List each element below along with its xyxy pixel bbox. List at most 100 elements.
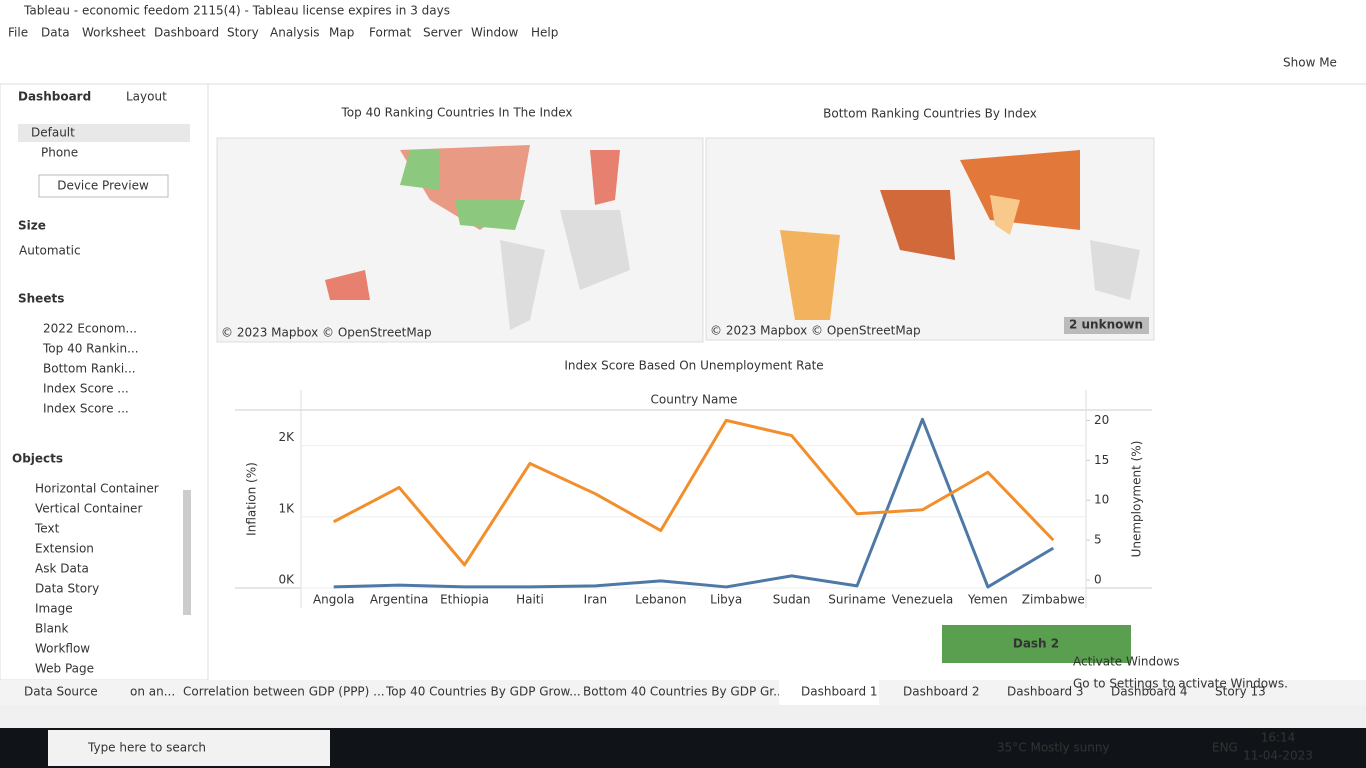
sheet[interactable]: Index Score ...: [43, 402, 129, 416]
menu-item[interactable]: Data: [41, 26, 70, 40]
search-box[interactable]: [48, 730, 330, 766]
object[interactable]: Data Story: [35, 582, 99, 596]
active-tab: [779, 680, 879, 705]
x-tick-label: Yemen: [967, 593, 1008, 607]
x-tick-label: Lebanon: [635, 593, 686, 607]
menu-item[interactable]: Window: [471, 26, 519, 40]
window-title: Tableau - economic feedom 2115(4) - Tabl…: [23, 4, 450, 18]
sheet-tab[interactable]: on an...: [130, 685, 175, 699]
menu-item[interactable]: Map: [329, 26, 354, 40]
menu-item[interactable]: Server: [423, 26, 462, 40]
panel-tab[interactable]: Layout: [126, 90, 167, 104]
size-value[interactable]: Automatic: [19, 244, 81, 258]
attribution: © 2023 Mapbox © OpenStreetMap: [710, 324, 921, 338]
y2-tick-label: 5: [1094, 533, 1102, 547]
object[interactable]: Web Page: [35, 662, 94, 676]
heading: Size: [18, 219, 46, 233]
x-tick-label: Zimbabwe: [1022, 593, 1085, 607]
y2-tick-label: 10: [1094, 493, 1109, 507]
menu-item[interactable]: Analysis: [270, 26, 319, 40]
y2-tick-label: 15: [1094, 453, 1109, 467]
menu-item[interactable]: File: [8, 26, 28, 40]
menu-item[interactable]: Dashboard: [154, 26, 219, 40]
selected-device: [18, 124, 190, 142]
status-bar: [0, 705, 1366, 728]
object[interactable]: Workflow: [35, 642, 90, 656]
y-tick-label: 2K: [278, 430, 295, 444]
sheet-tab[interactable]: Bottom 40 Countries By GDP Gr...: [583, 685, 785, 699]
map-right-land: [780, 150, 1140, 320]
sheet-tab[interactable]: Dashboard 1: [801, 685, 878, 699]
date: 11-04-2023: [1243, 749, 1313, 763]
weather[interactable]: 35°C Mostly sunny: [997, 741, 1110, 755]
menu-item[interactable]: Story: [227, 26, 259, 40]
object[interactable]: Vertical Container: [35, 502, 142, 516]
sheet-tab[interactable]: Data Source: [24, 685, 98, 699]
y-tick-label: 1K: [278, 501, 295, 515]
watermark: Go to Settings to activate Windows.: [1073, 677, 1288, 691]
x-tick-label: Argentina: [370, 593, 429, 607]
object[interactable]: Extension: [35, 542, 94, 556]
y2-tick-label: 0: [1094, 573, 1102, 587]
dash-button[interactable]: [942, 625, 1131, 663]
x-tick-label: Angola: [313, 593, 354, 607]
x-axis-title: Country Name: [651, 393, 738, 407]
object[interactable]: Text: [34, 522, 60, 536]
language: ENG: [1212, 741, 1238, 755]
menu-item[interactable]: Worksheet: [82, 26, 146, 40]
show-me[interactable]: Show Me: [1283, 56, 1337, 70]
device-preview[interactable]: Device Preview: [57, 179, 149, 193]
watermark: Activate Windows: [1073, 655, 1180, 669]
unknown-badge[interactable]: [1064, 317, 1149, 334]
sheet-tab[interactable]: Dashboard 2: [903, 685, 980, 699]
x-tick-label: Sudan: [773, 593, 811, 607]
menu-item[interactable]: Format: [369, 26, 412, 40]
heading: Objects: [12, 452, 63, 466]
y-axis-title: Inflation (%): [245, 462, 259, 536]
object[interactable]: Ask Data: [35, 562, 89, 576]
map-left-land: [325, 145, 630, 330]
sheet[interactable]: Bottom Ranki...: [43, 362, 136, 376]
sheet-tab[interactable]: Top 40 Countries By GDP Grow...: [385, 685, 581, 699]
x-tick-label: Iran: [584, 593, 607, 607]
object[interactable]: Blank: [35, 622, 69, 636]
device[interactable]: Phone: [41, 146, 78, 160]
chart-title: Index Score Based On Unemployment Rate: [564, 359, 823, 373]
device[interactable]: Default: [31, 126, 75, 140]
x-tick-label: Libya: [710, 593, 742, 607]
scrollbar[interactable]: [183, 490, 191, 615]
x-tick-label: Haiti: [516, 593, 544, 607]
device-preview-button[interactable]: [38, 174, 169, 198]
menu-item[interactable]: Help: [531, 26, 558, 40]
button-label[interactable]: Dash 2: [1013, 637, 1059, 651]
y2-axis-title: Unemployment (%): [1130, 441, 1144, 558]
x-tick-label: Suriname: [828, 593, 886, 607]
attribution: © 2023 Mapbox © OpenStreetMap: [221, 326, 432, 340]
sheet-tabs: [0, 680, 1366, 705]
x-tick-label: Ethiopia: [440, 593, 489, 607]
heading: Sheets: [18, 292, 64, 306]
sheet-tab[interactable]: Correlation between GDP (PPP) ...: [183, 685, 385, 699]
badge[interactable]: 2 unknown: [1069, 318, 1143, 332]
panel-tab[interactable]: Dashboard: [18, 90, 91, 104]
y-tick-label: 0K: [278, 573, 295, 587]
clock: 16:14: [1261, 731, 1296, 745]
sheet-tab[interactable]: Story 13: [1215, 685, 1266, 699]
object[interactable]: Horizontal Container: [35, 482, 159, 496]
map-title: Bottom Ranking Countries By Index: [823, 107, 1037, 121]
object[interactable]: Image: [35, 602, 73, 616]
sheet[interactable]: Index Score ...: [43, 382, 129, 396]
map-title: Top 40 Ranking Countries In The Index: [341, 106, 573, 120]
x-tick-label: Venezuela: [892, 593, 954, 607]
sheet-tab[interactable]: Dashboard 3: [1007, 685, 1084, 699]
y2-tick-label: 20: [1094, 413, 1109, 427]
sheet[interactable]: Top 40 Rankin...: [42, 342, 139, 356]
line-series: [333, 418, 1055, 567]
line-series: [333, 417, 1055, 589]
sheet-tab[interactable]: Dashboard 4: [1111, 685, 1188, 699]
ui: Tableau - economic feedom 2115(4) - Tabl…: [8, 4, 1337, 763]
sheet[interactable]: 2022 Econom...: [43, 322, 137, 336]
search-text[interactable]: Type here to search: [87, 741, 206, 755]
